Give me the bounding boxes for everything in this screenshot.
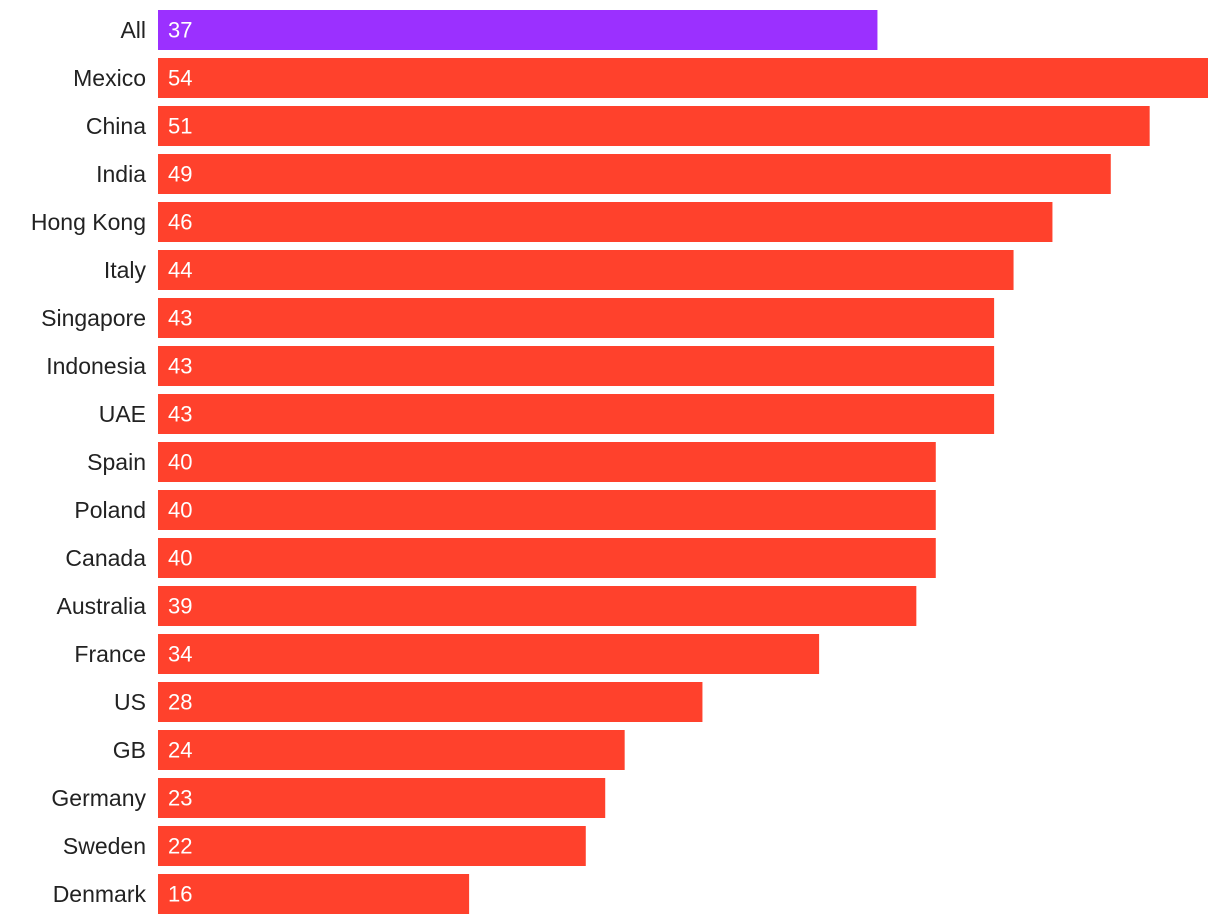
category-label-poland: Poland: [74, 497, 146, 523]
value-label-france: 34: [168, 642, 192, 667]
value-label-germany: 23: [168, 786, 192, 811]
bar-canada: [158, 538, 936, 578]
bar-italy: [158, 250, 1014, 290]
category-label-spain: Spain: [87, 449, 146, 475]
value-label-india: 49: [168, 162, 192, 187]
bar-india: [158, 154, 1111, 194]
category-label-mexico: Mexico: [73, 65, 146, 91]
value-label-australia: 39: [168, 594, 192, 619]
category-label-denmark: Denmark: [53, 881, 147, 907]
category-label-gb: GB: [113, 737, 146, 763]
bar-hong-kong: [158, 202, 1053, 242]
value-label-poland: 40: [168, 498, 192, 523]
value-label-singapore: 43: [168, 306, 192, 331]
category-label-all: All: [120, 17, 146, 43]
value-label-us: 28: [168, 690, 192, 715]
bar-uae: [158, 394, 995, 434]
value-label-gb: 24: [168, 738, 192, 763]
bar-china: [158, 106, 1150, 146]
bar-denmark: [158, 874, 470, 914]
category-label-india: India: [96, 161, 146, 187]
category-label-germany: Germany: [51, 785, 146, 811]
category-label-italy: Italy: [104, 257, 147, 283]
value-label-italy: 44: [168, 258, 192, 283]
category-labels-group: All Mexico China India Hong Kong Italy Singapo…: [31, 17, 147, 907]
bar-gb: [158, 730, 625, 770]
value-label-denmark: 16: [168, 882, 192, 907]
value-label-sweden: 22: [168, 834, 192, 859]
category-label-australia: Australia: [57, 593, 147, 619]
bar-mexico: [158, 58, 1208, 98]
category-label-canada: Canada: [65, 545, 146, 571]
bar-all: [158, 10, 878, 50]
category-label-hong-kong: Hong Kong: [31, 209, 146, 235]
value-label-china: 51: [168, 114, 192, 139]
value-label-mexico: 54: [168, 66, 192, 91]
bar-france: [158, 634, 820, 674]
category-label-us: US: [114, 689, 146, 715]
category-label-uae: UAE: [99, 401, 146, 427]
category-label-singapore: Singapore: [41, 305, 146, 331]
value-label-hong-kong: 46: [168, 210, 192, 235]
bar-australia: [158, 586, 917, 626]
bar-us: [158, 682, 703, 722]
bars-group: 37 54 51 49 46 44 43 43 43 40 40 40 39 34 28 24 23 22 16: [158, 10, 1208, 914]
value-label-spain: 40: [168, 450, 192, 475]
bar-poland: [158, 490, 936, 530]
value-label-canada: 40: [168, 546, 192, 571]
category-label-sweden: Sweden: [63, 833, 146, 859]
category-label-indonesia: Indonesia: [46, 353, 146, 379]
value-label-uae: 43: [168, 402, 192, 427]
category-label-china: China: [86, 113, 146, 139]
category-label-france: France: [74, 641, 146, 667]
bar-singapore: [158, 298, 995, 338]
bar-sweden: [158, 826, 586, 866]
value-label-all: 37: [168, 18, 192, 43]
bar-germany: [158, 778, 606, 818]
bar-indonesia: [158, 346, 995, 386]
bar-spain: [158, 442, 936, 482]
value-label-indonesia: 43: [168, 354, 192, 379]
